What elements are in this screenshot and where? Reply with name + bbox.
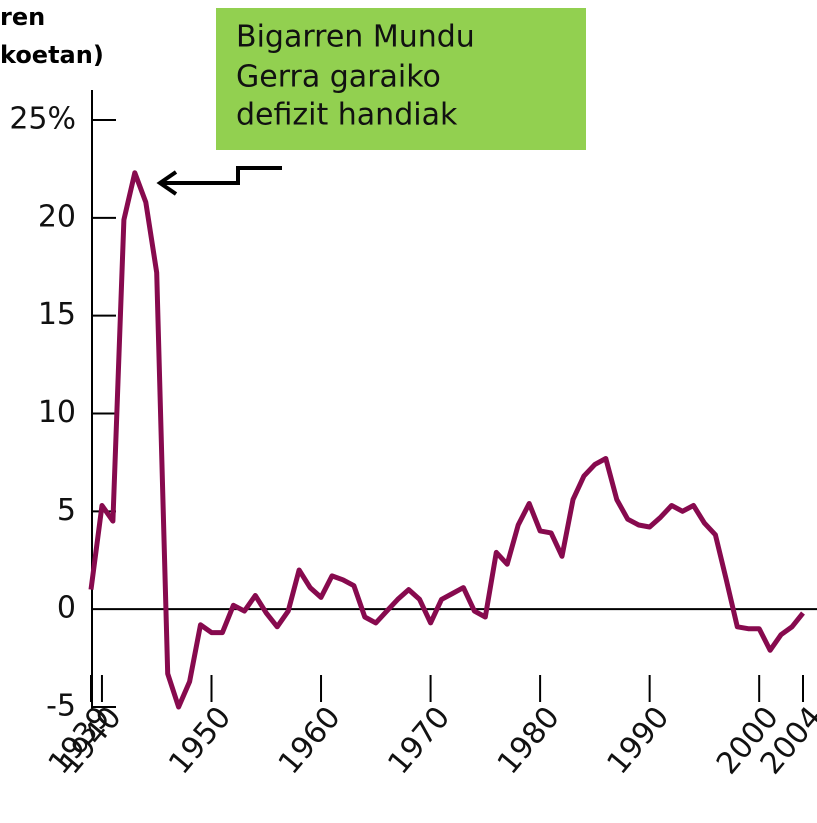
x-tick-label: 1950: [162, 700, 238, 781]
y-tick-label: 0: [57, 591, 76, 626]
y-tick-label: -5: [46, 689, 76, 724]
data-line: [88, 170, 805, 710]
y-tick-label: 5: [57, 493, 76, 528]
x-tick-label: 1990: [600, 700, 676, 781]
annotation-text: Bigarren Mundu: [236, 20, 475, 55]
annotation-box: [216, 8, 586, 150]
annotation-text: defizit handiak: [236, 98, 458, 133]
annotation-text: Gerra garaiko: [236, 60, 441, 95]
y-tick-label: 25%: [9, 102, 76, 137]
x-tick-label: 1980: [491, 700, 567, 781]
arrow-head: [156, 170, 178, 196]
x-tick-label: 1970: [381, 700, 457, 781]
annotation-arrow: [160, 166, 282, 185]
chart-title: ren: [0, 3, 45, 31]
x-tick-label: 1960: [272, 700, 348, 781]
y-tick-label: 20: [38, 199, 76, 234]
y-tick-label: 10: [38, 395, 76, 430]
y-tick-label: 15: [38, 297, 76, 332]
chart-title: koetan): [0, 41, 104, 69]
